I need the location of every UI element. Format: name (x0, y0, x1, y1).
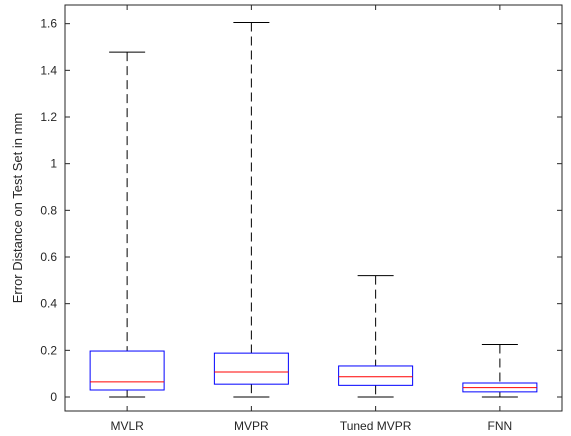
x-tick-label: Tuned MVPR (340, 419, 412, 433)
y-axis-label: Error Distance on Test Set in mm (10, 113, 25, 304)
iqr-box (89, 350, 165, 391)
box-tuned-mvpr (338, 275, 414, 398)
y-tick-label: 0.8 (40, 203, 57, 217)
box-series (89, 22, 538, 398)
x-axis-ticks: MVLR MVPR Tuned MVPR FNN (110, 5, 512, 433)
iqr-box (213, 352, 289, 385)
y-tick-label: 1.6 (40, 17, 57, 31)
y-axis-ticks: 0 0.2 0.4 0.6 0.8 1 1.2 1.4 1.6 (40, 17, 562, 404)
y-tick-label: 0.2 (40, 343, 57, 357)
plot-frame (64, 4, 563, 412)
x-tick-label: MVLR (110, 419, 144, 433)
box-mvpr (213, 22, 289, 398)
y-tick-label: 0 (50, 390, 57, 404)
x-tick-label: MVPR (234, 419, 269, 433)
plot-frame-border (64, 4, 563, 412)
y-tick-label: 1.2 (40, 110, 57, 124)
box-fnn (462, 344, 538, 398)
y-tick-label: 0.4 (40, 297, 57, 311)
y-tick-label: 0.6 (40, 250, 57, 264)
iqr-box (338, 365, 414, 386)
y-tick-label: 1 (50, 157, 57, 171)
y-tick-label: 1.4 (40, 63, 57, 77)
box-mvlr (89, 51, 165, 398)
x-tick-label: FNN (488, 419, 513, 433)
